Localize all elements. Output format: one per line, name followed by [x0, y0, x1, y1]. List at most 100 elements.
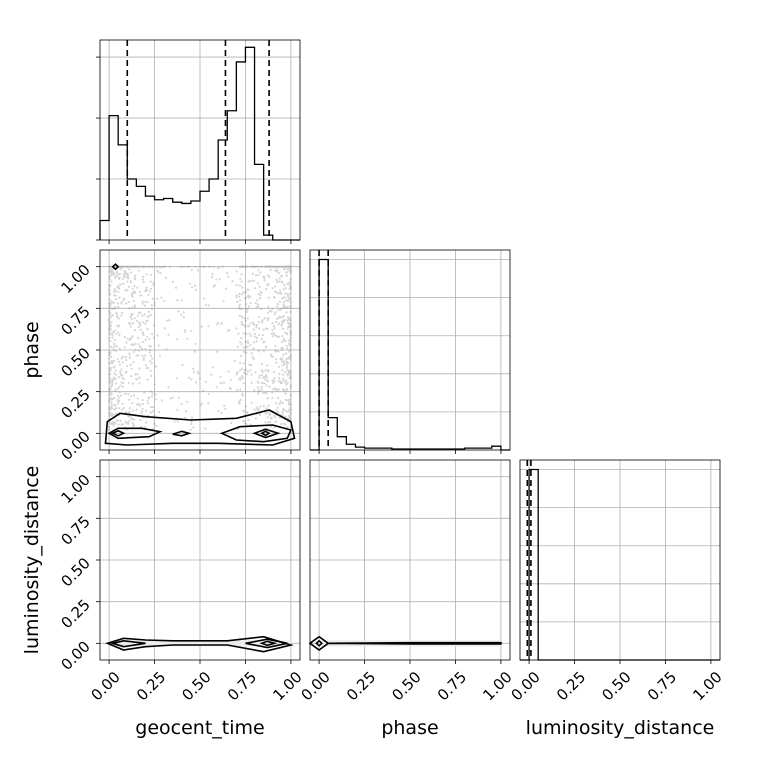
scatter-point — [147, 265, 151, 268]
scatter-point — [126, 265, 129, 268]
scatter-point — [132, 350, 135, 354]
scatter-point — [119, 370, 122, 373]
scatter-point — [111, 271, 114, 274]
scatter-point — [164, 276, 168, 280]
scatter-point — [211, 276, 214, 279]
scatter-point — [286, 299, 290, 302]
scatter-point — [134, 348, 137, 351]
scatter-point — [136, 373, 139, 376]
scatter-point — [252, 357, 255, 360]
scatter-point — [146, 399, 149, 402]
scatter-point — [270, 265, 273, 268]
y-tick-label: 0.50 — [57, 554, 93, 590]
scatter-point — [169, 397, 172, 400]
scatter-point — [235, 372, 238, 375]
scatter-point — [280, 348, 283, 352]
scatter-point — [260, 388, 263, 391]
scatter-point — [289, 265, 293, 268]
scatter-point — [137, 349, 141, 352]
scatter-point — [288, 287, 291, 290]
scatter-point — [257, 292, 260, 296]
scatter-point — [117, 324, 120, 328]
scatter-point — [192, 367, 195, 371]
scatter-point — [138, 381, 141, 385]
scatter-point — [242, 410, 245, 413]
scatter-point — [197, 372, 200, 375]
scatter-point — [132, 409, 135, 412]
scatter-point — [249, 322, 252, 325]
scatter-point — [133, 317, 136, 320]
scatter-point — [109, 377, 112, 380]
scatter-point — [113, 294, 116, 297]
scatter-point — [239, 340, 242, 344]
scatter-point — [272, 332, 275, 335]
scatter-point — [286, 299, 289, 302]
scatter-point — [108, 354, 111, 357]
scatter-point — [113, 338, 117, 341]
scatter-point — [122, 282, 125, 285]
scatter-point — [117, 360, 121, 363]
scatter-point — [250, 265, 253, 268]
scatter-point — [139, 346, 142, 349]
scatter-point — [141, 354, 144, 357]
scatter-point — [131, 322, 134, 325]
scatter-point — [218, 278, 221, 281]
scatter-point — [190, 378, 193, 381]
scatter-point — [240, 280, 243, 283]
scatter-point — [130, 312, 133, 316]
scatter-point — [289, 412, 292, 415]
scatter-point — [108, 389, 111, 392]
scatter-point — [250, 373, 253, 376]
scatter-point — [255, 324, 258, 327]
scatter-point — [152, 409, 155, 413]
scatter-point — [149, 345, 152, 348]
scatter-point — [110, 265, 113, 268]
scatter-point — [229, 387, 233, 391]
scatter-point — [276, 410, 279, 413]
x-tick-label: 0.50 — [598, 668, 634, 704]
scatter-point — [215, 350, 219, 353]
scatter-point — [284, 415, 287, 418]
scatter-point — [148, 351, 151, 354]
scatter-point — [108, 428, 111, 431]
scatter-point — [124, 355, 128, 359]
scatter-point — [189, 428, 192, 431]
scatter-point — [194, 265, 197, 268]
contour-level — [219, 424, 293, 443]
scatter-point — [289, 358, 292, 361]
scatter-point — [117, 386, 121, 389]
scatter-point — [257, 392, 260, 395]
scatter-point — [289, 304, 292, 307]
scatter-point — [274, 269, 277, 272]
scatter-point — [167, 386, 170, 389]
scatter-point — [275, 269, 279, 273]
scatter-point — [138, 290, 141, 293]
scatter-point — [109, 345, 112, 349]
scatter-point — [134, 342, 137, 346]
scatter-point — [112, 342, 116, 345]
scatter-point — [184, 416, 187, 420]
x-tick-label: 0.50 — [178, 668, 214, 704]
scatter-point — [128, 411, 131, 414]
scatter-point — [120, 368, 123, 371]
scatter-point — [269, 355, 273, 358]
scatter-point — [238, 295, 241, 298]
scatter-point — [124, 421, 128, 424]
scatter-point — [146, 289, 149, 292]
scatter-point — [263, 317, 266, 320]
scatter-point — [135, 403, 139, 406]
scatter-point — [245, 296, 248, 299]
scatter-point — [242, 362, 245, 365]
scatter-point — [130, 265, 134, 268]
scatter-point — [116, 302, 120, 305]
contour-level — [260, 430, 271, 437]
scatter-point — [287, 265, 290, 268]
scatter-point — [114, 294, 118, 297]
scatter-point — [283, 361, 286, 365]
scatter-point — [275, 361, 278, 364]
scatter-point — [252, 347, 255, 350]
scatter-point — [146, 265, 149, 268]
scatter-point — [263, 378, 267, 381]
scatter-point — [286, 319, 289, 322]
scatter-point — [146, 402, 150, 405]
